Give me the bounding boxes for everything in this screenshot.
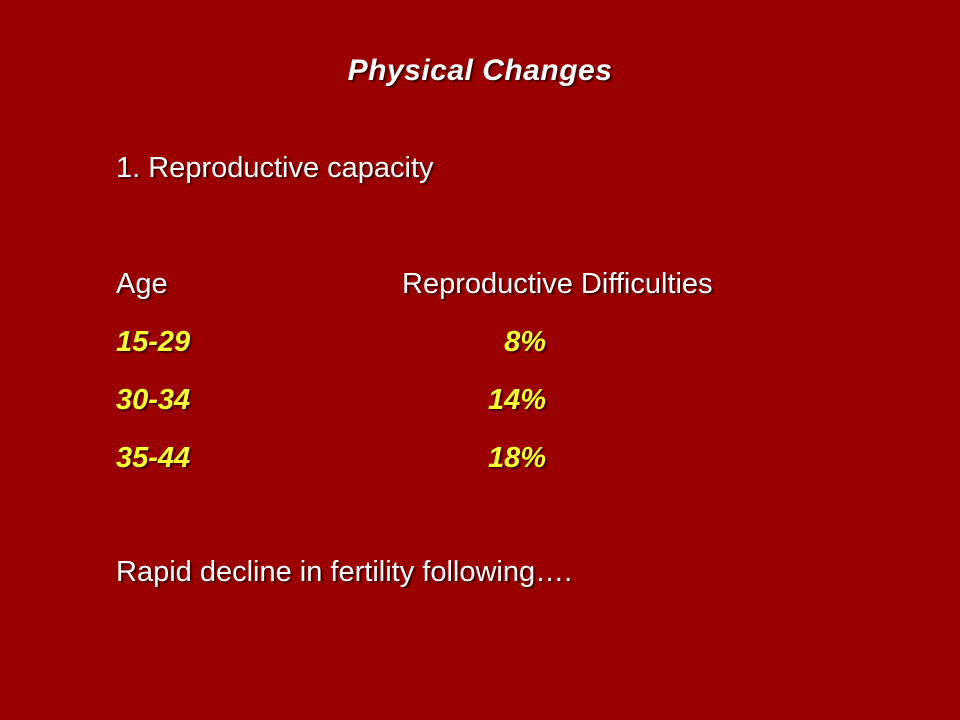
footer-note: Rapid decline in fertility following…. — [116, 556, 573, 588]
table-header-age: Age — [116, 268, 168, 300]
age-cell: 35-44 — [116, 442, 191, 474]
table-header-difficulties: Reproductive Difficulties — [402, 268, 713, 300]
table-row: 35-44 18% — [0, 442, 960, 482]
slide-title: Physical Changes — [347, 54, 613, 87]
table-row: 15-29 8% — [0, 326, 960, 366]
age-cell: 30-34 — [116, 384, 191, 416]
table-row: 30-34 14% — [0, 384, 960, 424]
percent-cell: 14% — [487, 384, 546, 416]
section-heading: 1. Reproductive capacity — [116, 152, 434, 184]
percent-cell: 8% — [504, 326, 546, 358]
age-cell: 15-29 — [116, 326, 191, 358]
percent-cell: 18% — [487, 442, 546, 474]
